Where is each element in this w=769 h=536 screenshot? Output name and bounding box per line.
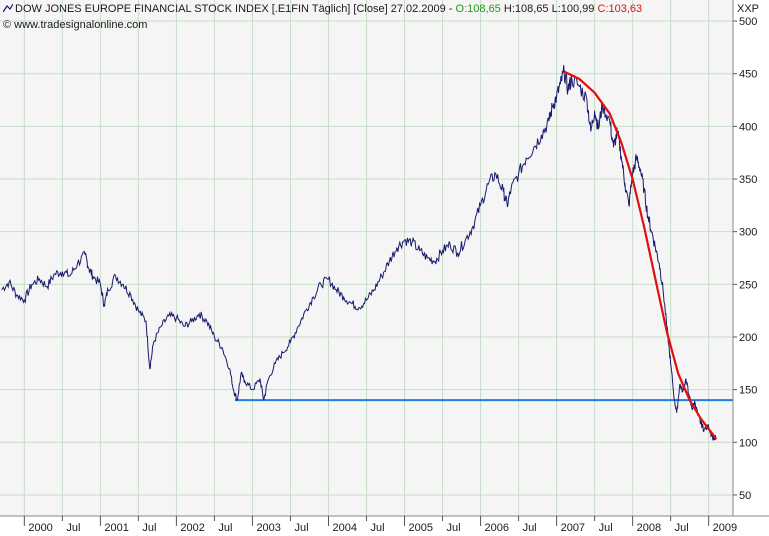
copyright-text: © www.tradesignalonline.com — [3, 19, 148, 31]
x-tick-label: 2008 — [637, 522, 661, 534]
price-series-line — [1, 65, 717, 441]
series-layer — [1, 65, 717, 441]
x-tick-label: Jul — [142, 522, 156, 534]
close-value: C:103,63 — [597, 3, 643, 15]
x-tick-label: 2009 — [713, 522, 737, 534]
y-tick-label: 350 — [739, 174, 757, 186]
index-name: DOW JONES EUROPE FINANCIAL STOCK INDEX [… — [15, 3, 456, 15]
x-tick-label: Jul — [523, 522, 537, 534]
x-tick-label: 2003 — [256, 522, 280, 534]
x-tick-label: Jul — [218, 522, 232, 534]
x-tick-label: Jul — [675, 522, 689, 534]
grid — [0, 0, 733, 516]
x-tick-label: 2000 — [28, 522, 52, 534]
x-tick-label: Jul — [599, 522, 613, 534]
low-value: L:100,99 — [551, 3, 595, 15]
x-tick-label: 2007 — [561, 522, 585, 534]
y-tick-label: 250 — [739, 279, 757, 291]
x-tick-label: 2005 — [409, 522, 433, 534]
line-chart-icon — [3, 3, 13, 13]
y-tick-label: 200 — [739, 332, 757, 344]
x-tick-label: Jul — [371, 522, 385, 534]
x-tick-label: Jul — [66, 522, 80, 534]
y-tick-label: 100 — [739, 437, 757, 449]
x-tick-label: 2001 — [104, 522, 128, 534]
high-value: H:108,65 — [503, 3, 549, 15]
trend-curve-layer — [563, 70, 718, 440]
x-tick-label: 2006 — [485, 522, 509, 534]
x-tick-label: 2004 — [332, 522, 356, 534]
x-tick-label: Jul — [294, 522, 308, 534]
trend-curve — [563, 70, 718, 440]
open-value: O:108,65 — [455, 3, 501, 15]
chart-title: DOW JONES EUROPE FINANCIAL STOCK INDEX [… — [3, 3, 642, 15]
y-tick-label: 150 — [739, 385, 757, 397]
y-axis: 50 100 150 200 250 300 350 400 450 500 — [733, 16, 757, 502]
y-tick-label: 300 — [739, 227, 757, 239]
x-tick-label: Jul — [447, 522, 461, 534]
y-tick-label: 400 — [739, 121, 757, 133]
y-tick-label: 50 — [739, 490, 751, 502]
x-axis: 2000 Jul 2001 Jul 2002 Jul 2003 Jul 2004 Jul 2005 J… — [23, 516, 737, 534]
y-tick-label: 450 — [739, 69, 757, 81]
unit-label: XXP — [737, 3, 760, 15]
y-tick-label: 500 — [739, 16, 757, 28]
x-tick-label: 2002 — [180, 522, 204, 534]
